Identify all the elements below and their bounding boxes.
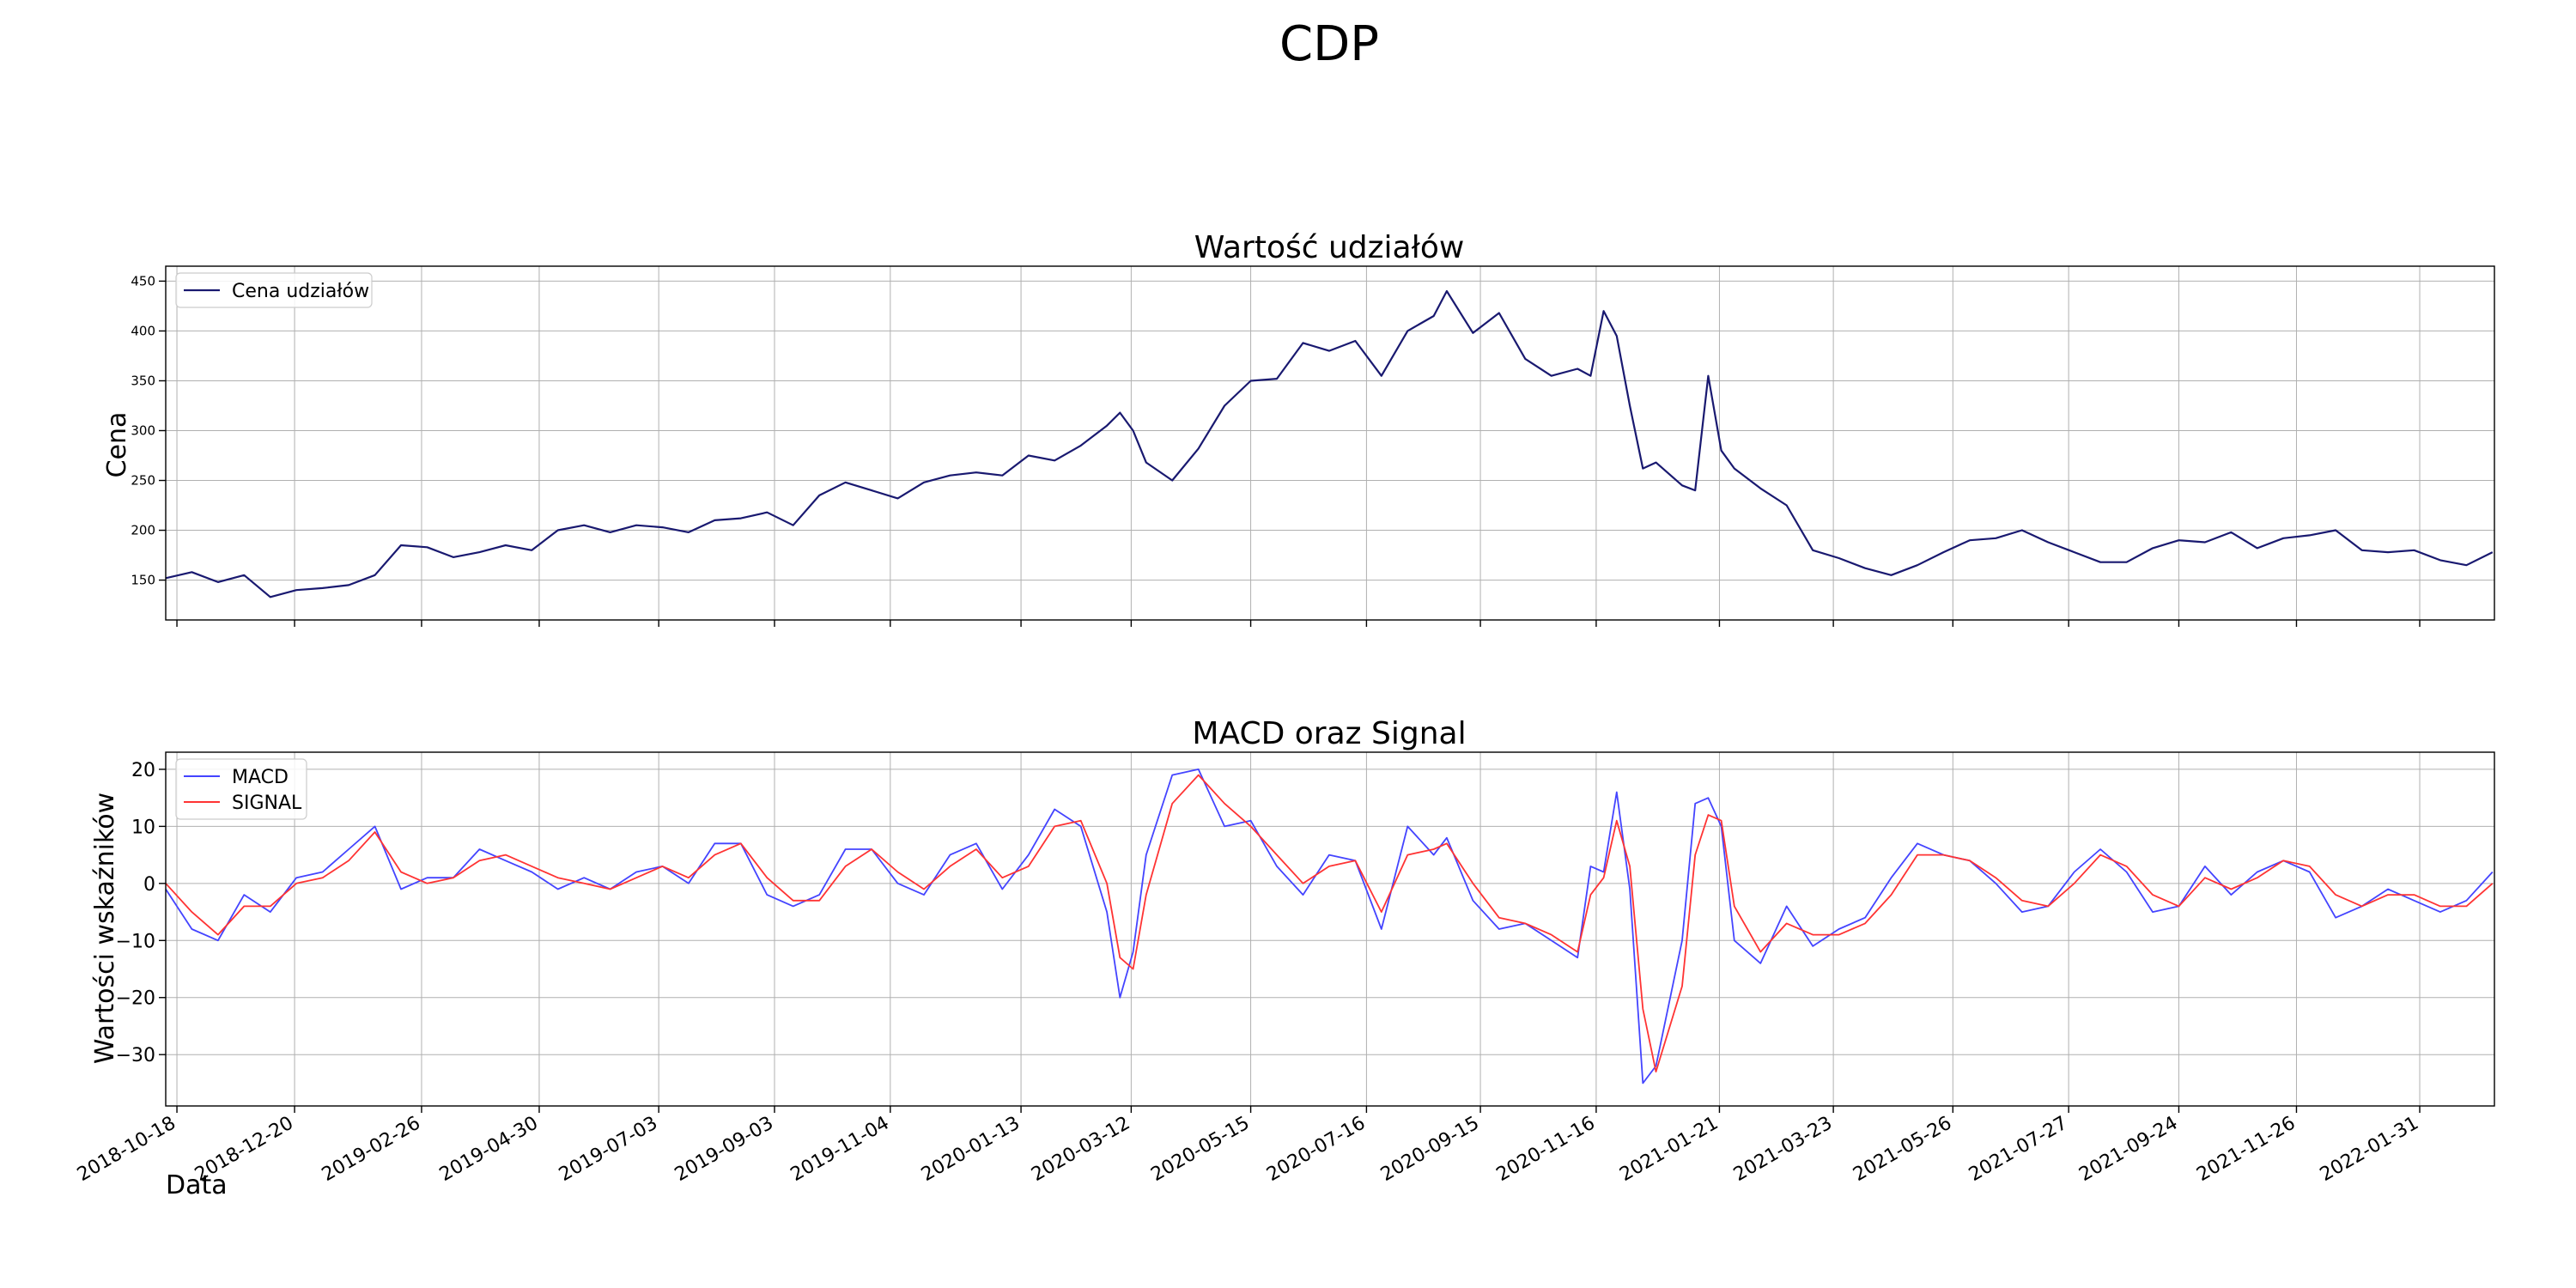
macd-legend-box [175, 758, 307, 820]
macd-y-axis-label: Wartości wskaźników [90, 793, 120, 1064]
price-chart-title: Wartość udziałów [1194, 230, 1465, 265]
y-tick-label: 20 [131, 760, 155, 781]
macd-legend: MACD SIGNAL [175, 758, 307, 820]
price-legend-box [175, 272, 373, 308]
y-tick-label: −30 [116, 1045, 155, 1066]
signal-series-line [165, 774, 2494, 1072]
macd-series-line [165, 769, 2494, 1084]
y-tick-label: 350 [131, 373, 155, 388]
macd-grid [166, 752, 2494, 1106]
price-y-ticks: 150 200 250 300 350 400 450 [131, 273, 166, 588]
price-x-ticks [176, 620, 2421, 627]
x-axis-label: Data [166, 1170, 228, 1200]
figure-title: CDP [1279, 16, 1379, 72]
y-tick-label: 300 [131, 422, 155, 438]
macd-y-ticks: −30 −20 −10 0 10 20 [116, 760, 166, 1066]
macd-axes-frame [165, 751, 2495, 1107]
price-chart: Wartość udziałów Cena 150 200 250 300 350 400… [102, 230, 2495, 627]
macd-chart-title: MACD oraz Signal [1192, 716, 1466, 751]
price-legend: Cena udziałów [175, 272, 373, 308]
y-tick-label: 450 [131, 273, 155, 289]
y-tick-label: 150 [131, 573, 155, 588]
price-grid [166, 266, 2494, 620]
y-tick-label: 0 [143, 874, 155, 896]
y-tick-label: −10 [116, 931, 155, 952]
y-tick-label: −20 [116, 988, 155, 1010]
price-axes-frame [165, 265, 2495, 621]
y-tick-label: 10 [131, 817, 155, 838]
price-y-axis-label: Cena [102, 412, 132, 478]
y-tick-label: 250 [131, 473, 155, 489]
y-tick-label: 400 [131, 323, 155, 338]
macd-legend-label: MACD [232, 767, 289, 788]
y-tick-label: 200 [131, 523, 155, 538]
signal-legend-label: SIGNAL [232, 793, 302, 814]
price-series-line [165, 289, 2494, 598]
price-legend-label: Cena udziałów [232, 281, 369, 302]
